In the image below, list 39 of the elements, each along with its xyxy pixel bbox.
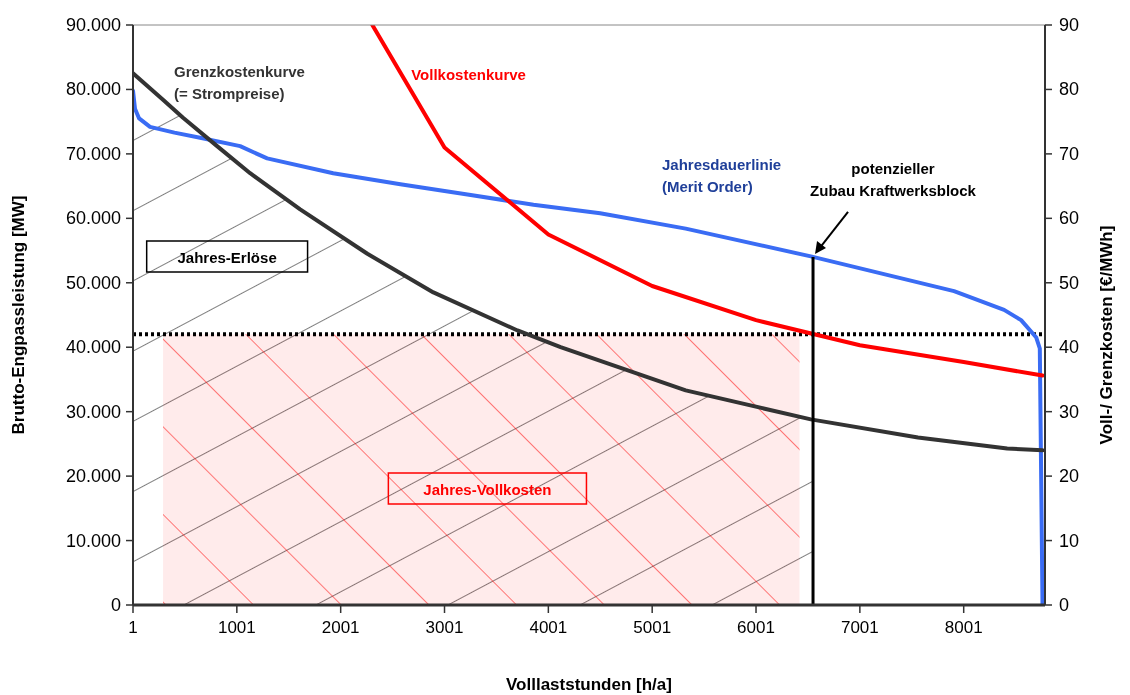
y2-tick-label: 90 (1059, 15, 1080, 35)
x-tick-label: 5001 (633, 618, 672, 637)
x-tick-label: 4001 (529, 618, 568, 637)
y-tick-label: 20.000 (65, 466, 121, 487)
series-label: Jahresdauerlinie (Merit Order) (661, 156, 782, 195)
x-tick-label: 6001 (737, 618, 775, 637)
y2-tick-label: 10 (1059, 530, 1080, 551)
y-tick-label: 80.000 (65, 79, 121, 100)
y-tick-label: 30.000 (65, 401, 121, 422)
ref-line-label: potenzieller Zubau Kraftwerksblock (810, 159, 977, 199)
x-tick-label: 7001 (840, 618, 879, 637)
y-axis-title: Brutto-Engpassleistung [MW] (9, 195, 28, 435)
y2-tick-label: 0 (1059, 595, 1070, 615)
y-tick-label: 70.000 (65, 143, 121, 164)
y-tick-label: 50.000 (65, 272, 121, 293)
x-axis-title: Volllaststunden [h/a] (506, 675, 672, 694)
x-tick-label: 2001 (321, 618, 360, 637)
series-label: Grenzkostenkurve (= Strompreise) (174, 63, 305, 103)
y2-tick-label: 80 (1059, 79, 1080, 100)
y-tick-label: 10.000 (65, 530, 121, 551)
y-tick-label: 0 (110, 595, 121, 615)
y2-axis-title: Voll-/ Grenzkosten [€/MWh] (1097, 225, 1116, 445)
y-tick-label: 40.000 (65, 337, 121, 358)
x-tick-label: 1 (128, 618, 138, 637)
line-series (370, 25, 1045, 378)
y2-tick-label: 20 (1059, 466, 1080, 487)
x-tick-label: 8001 (944, 618, 983, 637)
x-tick-label: 3001 (425, 618, 464, 637)
y2-tick-label: 40 (1059, 337, 1080, 358)
y-tick-label: 90.000 (65, 15, 121, 35)
band-label: Jahres-Vollkosten (423, 481, 552, 498)
band-label: Jahres-Erlöse (177, 249, 277, 266)
y2-tick-label: 70 (1059, 143, 1080, 164)
y2-tick-label: 50 (1059, 272, 1080, 293)
y-tick-label: 60.000 (65, 208, 121, 229)
y2-tick-label: 60 (1059, 208, 1080, 229)
series-label: Vollkostenkurve (411, 66, 526, 84)
y2-tick-label: 30 (1059, 401, 1080, 422)
x-tick-label: 1001 (217, 618, 256, 637)
